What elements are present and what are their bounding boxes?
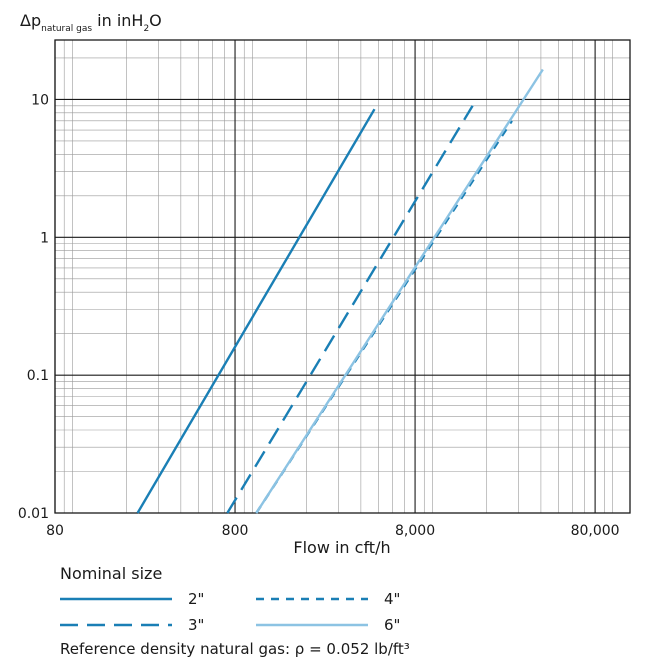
legend-label-3in: 3"	[188, 616, 205, 634]
major-grid	[54, 40, 630, 514]
x-tick-label: 80	[46, 523, 64, 539]
minor-grid	[55, 40, 630, 513]
x-axis-label: Flow in cft/h	[293, 538, 390, 555]
legend-swatch-6in	[256, 623, 368, 627]
x-tick-label: 80,000	[571, 523, 620, 539]
series-layer	[136, 68, 544, 514]
series-line-3	[255, 68, 544, 514]
legend-swatch-2in	[60, 597, 172, 601]
x-tick-label: 8,000	[395, 523, 435, 539]
y-tick-label: 0.01	[18, 506, 49, 522]
y-tick-label: 1	[40, 230, 49, 246]
y-tick-label: 10	[31, 92, 49, 108]
legend-label-4in: 4"	[384, 590, 401, 608]
y-axis-label: Δpnatural gas in inH2O	[20, 11, 162, 34]
tick-labels: 80 800 8,000 80,000 0.01 0.1 1 10	[18, 92, 620, 539]
legend-label-2in: 2"	[188, 590, 205, 608]
plot-frame	[54, 39, 631, 514]
x-tick-label: 800	[222, 523, 249, 539]
series-line-0	[136, 108, 376, 514]
reference-density-note: Reference density natural gas: ρ = 0.052…	[60, 640, 410, 658]
y-tick-label: 0.1	[27, 368, 49, 384]
legend-swatch-3in	[60, 623, 172, 627]
chart-plot: 80 800 8,000 80,000 0.01 0.1 1 10 Δpnatural gas…	[18, 11, 631, 555]
legend-swatch-4in	[256, 597, 368, 601]
legend: Nominal size 2" 4" 3" 6" Reference densi…	[58, 560, 618, 665]
legend-label-6in: 6"	[384, 616, 401, 634]
legend-title: Nominal size	[60, 564, 163, 583]
